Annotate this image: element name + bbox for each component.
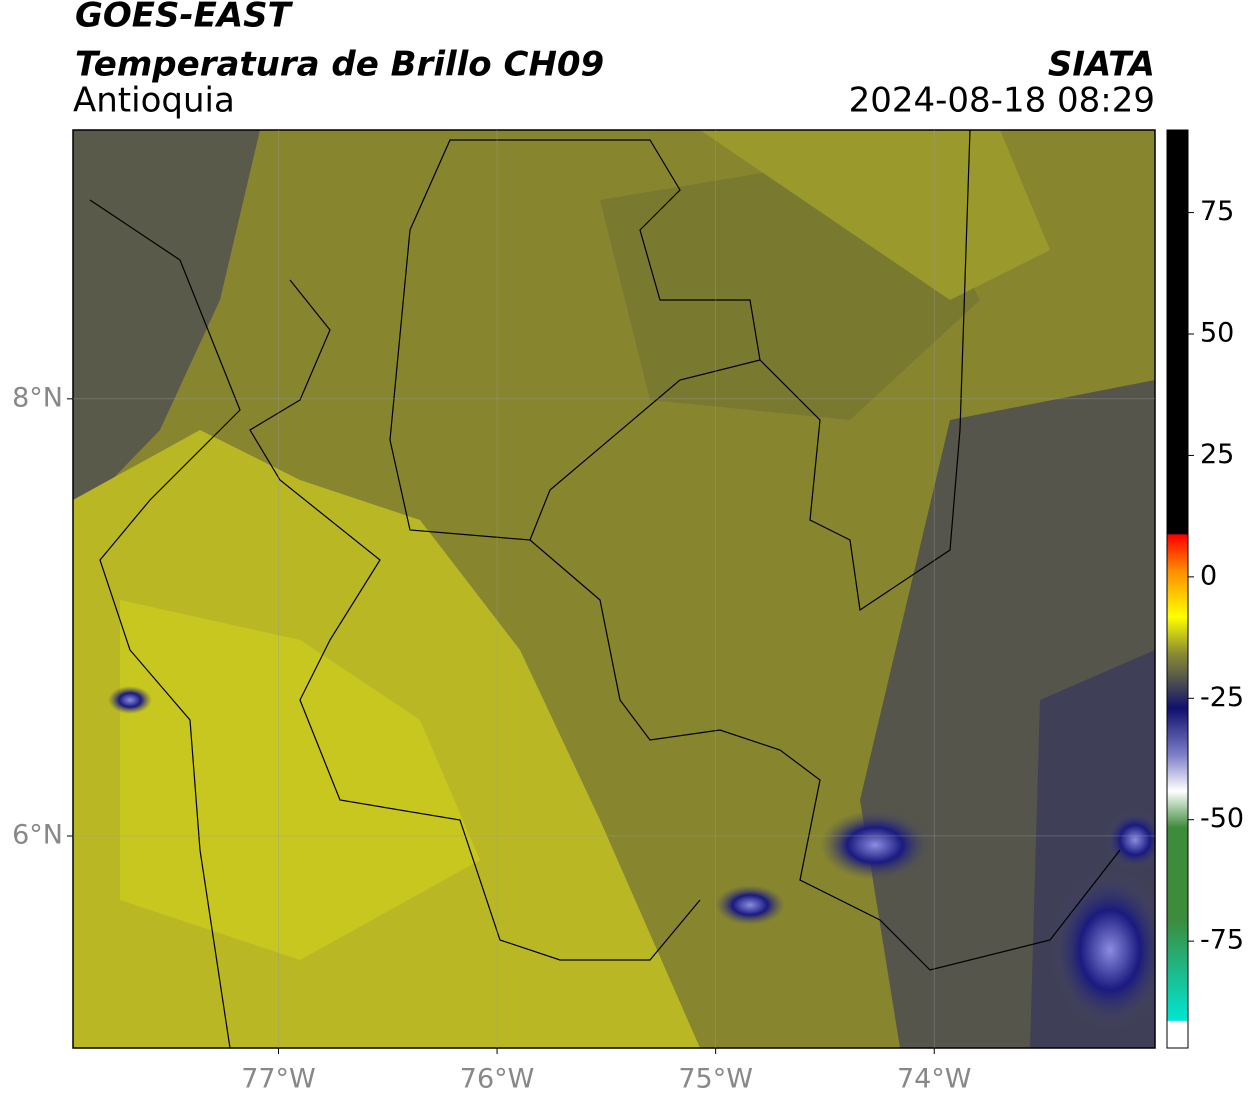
- map-frame: [72, 129, 1156, 1049]
- region: Antioquia: [73, 81, 235, 121]
- source: SIATA: [1048, 45, 1155, 85]
- y-tick-label: 6°N: [12, 819, 63, 850]
- datetime: 2024-08-18 08:29: [849, 81, 1155, 121]
- colorbar-label: -75: [1200, 925, 1244, 956]
- colorbar-label: 25: [1200, 439, 1234, 470]
- y-tick-label: 8°N: [12, 382, 63, 413]
- colorbar-label: -50: [1200, 803, 1244, 834]
- colorbar: [1166, 129, 1189, 1049]
- product: Temperatura de Brillo CH09: [75, 45, 604, 85]
- colorbar-label: -25: [1200, 682, 1244, 713]
- x-tick-label: 75°W: [678, 1064, 753, 1095]
- x-tick-label: 77°W: [241, 1064, 316, 1095]
- satellite: GOES-EAST: [75, 0, 294, 36]
- x-tick-label: 74°W: [897, 1064, 972, 1095]
- colorbar-label: 50: [1200, 318, 1234, 349]
- x-tick-label: 76°W: [460, 1064, 535, 1095]
- map-image: [73, 130, 1155, 1048]
- colorbar-label: 75: [1200, 196, 1234, 227]
- colorbar-label: 0: [1200, 560, 1217, 591]
